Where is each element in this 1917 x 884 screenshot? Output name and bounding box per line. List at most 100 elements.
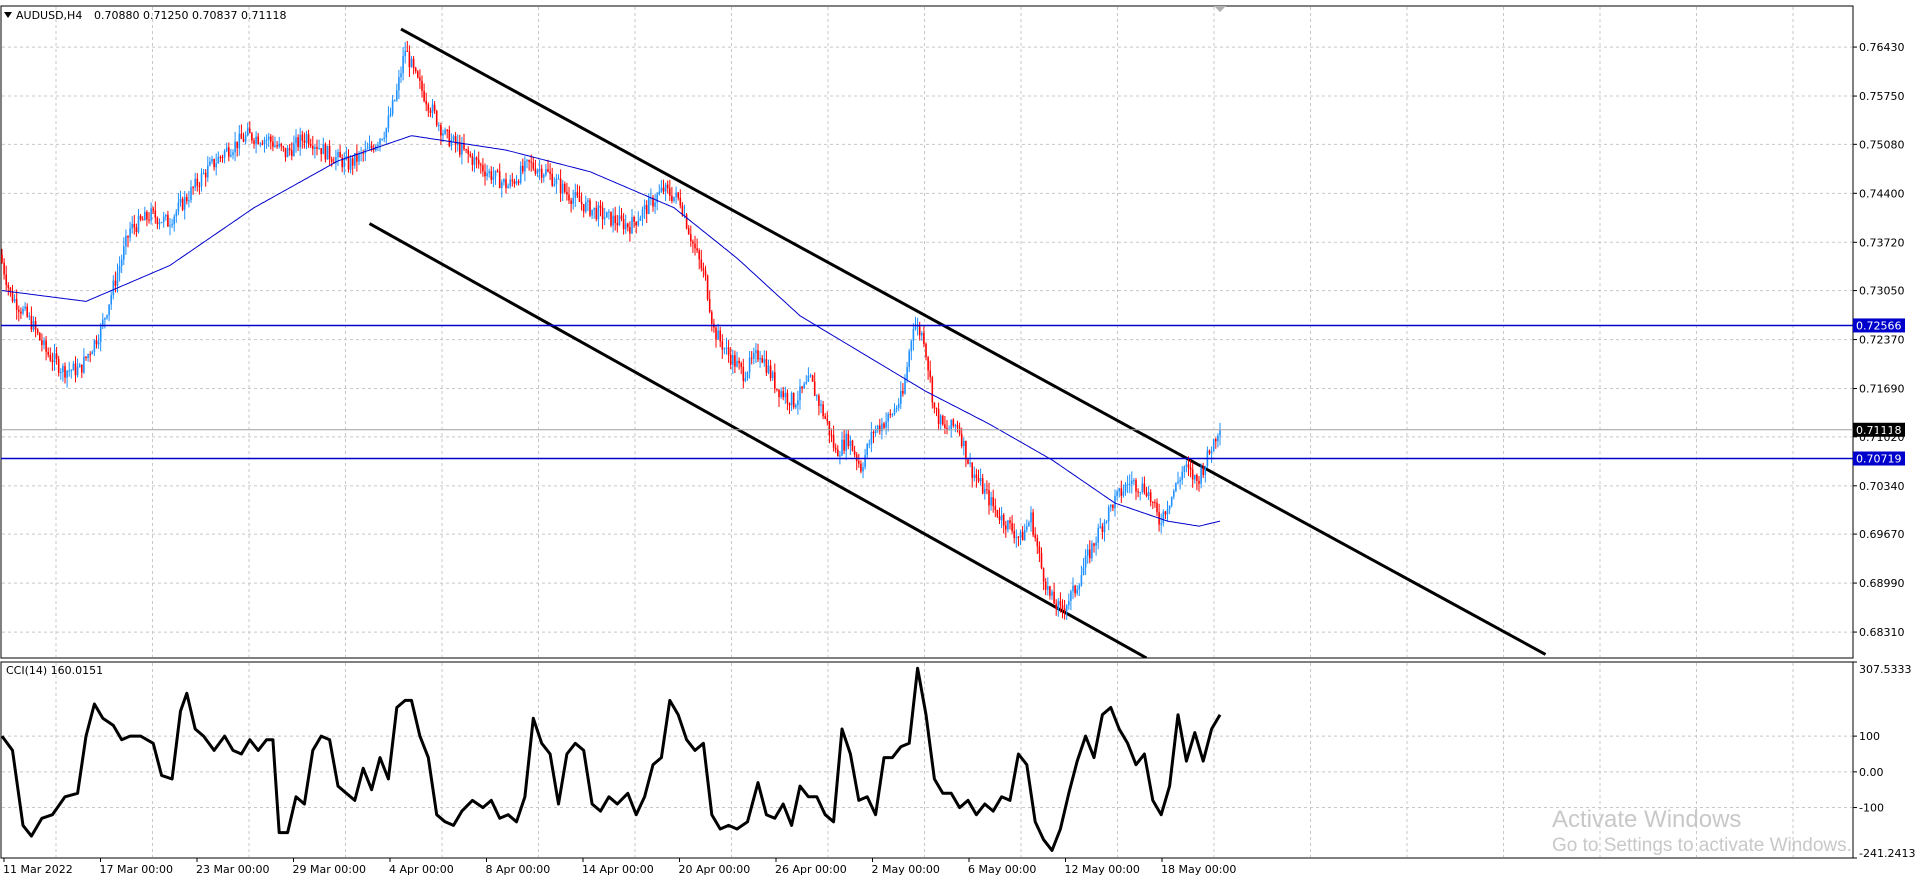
candle-body xyxy=(1038,546,1041,554)
candle-body xyxy=(196,178,199,186)
candle-body xyxy=(954,425,957,427)
candle-body xyxy=(742,366,745,382)
candle-body xyxy=(746,372,749,379)
candle-body xyxy=(240,133,243,139)
candle-body xyxy=(230,155,232,157)
candle-body xyxy=(448,129,451,147)
candle-body xyxy=(889,413,892,415)
candle-body xyxy=(908,351,910,368)
candle-body xyxy=(864,455,866,468)
candle-body xyxy=(423,90,425,101)
candle-body xyxy=(81,364,83,373)
time-axis-label: 23 Mar 00:00 xyxy=(196,863,269,876)
candle-body xyxy=(629,227,631,234)
candle-body xyxy=(259,143,262,145)
candle-body xyxy=(1070,591,1072,601)
candle-body xyxy=(274,145,276,147)
candle-body xyxy=(1124,484,1127,492)
candle-body xyxy=(1051,591,1053,596)
candle-body xyxy=(1032,512,1034,536)
candle-body xyxy=(522,165,524,172)
candle-body xyxy=(923,332,925,344)
candle-body xyxy=(595,207,598,220)
candle-body xyxy=(351,158,354,166)
candle-body xyxy=(482,165,484,172)
candle-body xyxy=(393,99,396,101)
candle-body xyxy=(660,187,663,192)
candle-body xyxy=(1128,483,1131,485)
time-axis-label: 20 Apr 00:00 xyxy=(679,863,751,876)
channel-trendline[interactable] xyxy=(400,27,1547,656)
candle-body xyxy=(221,157,224,159)
candle-body xyxy=(1219,429,1221,436)
candle-body xyxy=(717,330,719,340)
candle-body xyxy=(114,280,117,286)
candle-body xyxy=(946,428,948,431)
price-axis-label: 0.75080 xyxy=(1859,138,1905,151)
candle-body xyxy=(389,114,392,116)
candle-body xyxy=(513,181,516,184)
candle-body xyxy=(223,151,226,158)
candle-body xyxy=(837,449,839,457)
cci-axis-label: -241.2413 xyxy=(1859,847,1915,860)
candle-body xyxy=(708,299,711,313)
candle-body xyxy=(1044,581,1047,590)
candle-body xyxy=(412,58,415,68)
candle-body xyxy=(198,185,201,187)
candle-body xyxy=(469,154,472,157)
candle-body xyxy=(524,161,526,172)
candle-body xyxy=(933,402,936,409)
candle-body xyxy=(633,217,635,222)
candle-body xyxy=(612,215,614,226)
candle-body xyxy=(1110,504,1112,508)
price-axis-label: 0.71020 xyxy=(1859,431,1905,444)
candle-body xyxy=(839,455,841,457)
candle-body xyxy=(127,235,129,238)
shift-marker-icon[interactable] xyxy=(1214,6,1226,12)
candle-body xyxy=(843,439,845,451)
candle-body xyxy=(1023,529,1026,541)
candle-body xyxy=(645,205,648,214)
candle-body xyxy=(1156,502,1158,513)
candle-body xyxy=(809,375,812,377)
dropdown-triangle-icon[interactable] xyxy=(4,12,12,18)
price-axis-label: 0.75750 xyxy=(1859,90,1905,103)
candle-body xyxy=(1061,605,1064,609)
candle-body xyxy=(895,407,898,410)
cci-plot-frame[interactable] xyxy=(0,661,1854,859)
candle-body xyxy=(1019,532,1022,538)
candle-body xyxy=(207,165,209,178)
candle-body xyxy=(358,153,360,162)
candle-body xyxy=(112,280,115,296)
candle-body xyxy=(939,415,942,425)
candle-body xyxy=(303,140,306,143)
candle-body xyxy=(881,423,883,432)
candle-body xyxy=(702,268,705,271)
candle-body xyxy=(547,169,549,172)
candle-body xyxy=(757,350,759,360)
candle-body xyxy=(70,370,73,372)
candle-body xyxy=(1168,505,1171,510)
candle-body xyxy=(280,143,283,147)
candle-body xyxy=(532,162,535,169)
main-plot-frame[interactable] xyxy=(0,5,1854,659)
candle-body xyxy=(498,171,501,189)
candle-body xyxy=(681,205,684,216)
candle-body xyxy=(813,381,816,396)
candle-body xyxy=(347,155,350,170)
candle-body xyxy=(286,148,289,158)
candle-body xyxy=(805,381,808,384)
candle-body xyxy=(398,77,400,91)
channel-trendline[interactable] xyxy=(368,222,1148,658)
candle-body xyxy=(706,275,709,300)
candle-body xyxy=(1181,471,1183,480)
candle-body xyxy=(435,110,438,126)
candle-body xyxy=(1080,575,1083,586)
candle-body xyxy=(467,149,469,155)
candle-body xyxy=(225,147,228,152)
time-axis-label: 17 Mar 00:00 xyxy=(100,863,173,876)
candle-body xyxy=(801,386,803,389)
candle-body xyxy=(3,262,5,275)
candle-body xyxy=(291,150,293,156)
